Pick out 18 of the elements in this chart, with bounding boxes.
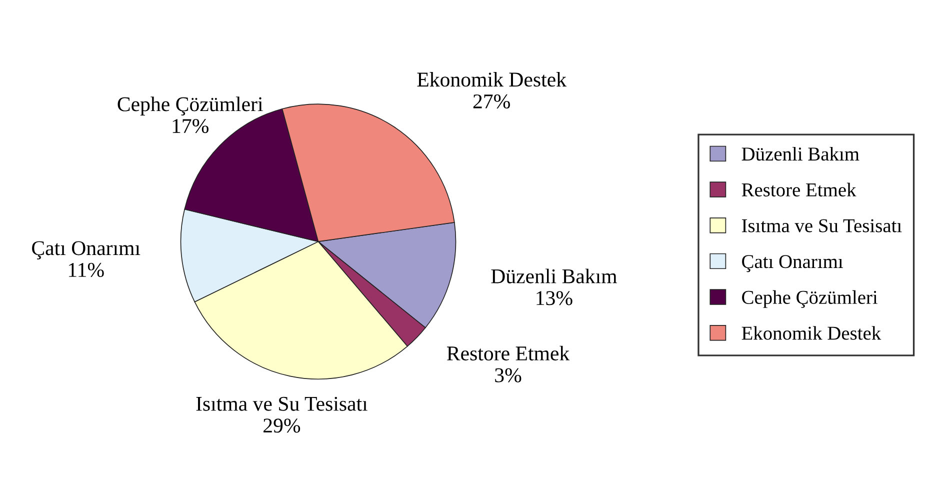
- data-label: 29%: [264, 418, 300, 433]
- legend-label: Düzenli Bakım: [742, 146, 860, 161]
- data-label: 17%: [172, 118, 208, 134]
- data-label: 3%: [495, 368, 522, 382]
- slice-label: Çatı Onarımı: [32, 241, 140, 260]
- legend-label: Isıtma ve Su Tesisatı: [742, 219, 902, 232]
- slice-label: Cephe Çözümleri: [118, 96, 263, 116]
- data-label: 13%: [536, 291, 572, 306]
- data-label: 11%: [69, 262, 104, 278]
- slice-label: Düzenli Bakım: [491, 268, 617, 284]
- slice-label: Ekonomik Destek: [417, 72, 567, 87]
- data-label: 27%: [473, 94, 510, 109]
- legend-label: Restore Etmek: [742, 182, 856, 196]
- slice-label: Isıtma ve Su Tesisatı: [196, 396, 368, 411]
- legend-label: Ekonomik Destek: [742, 326, 882, 340]
- slice-label: Restore Etmek: [446, 346, 570, 361]
- legend-label: Çatı Onarımı: [742, 255, 843, 272]
- legend-label: Cephe Çözümleri: [742, 290, 878, 308]
